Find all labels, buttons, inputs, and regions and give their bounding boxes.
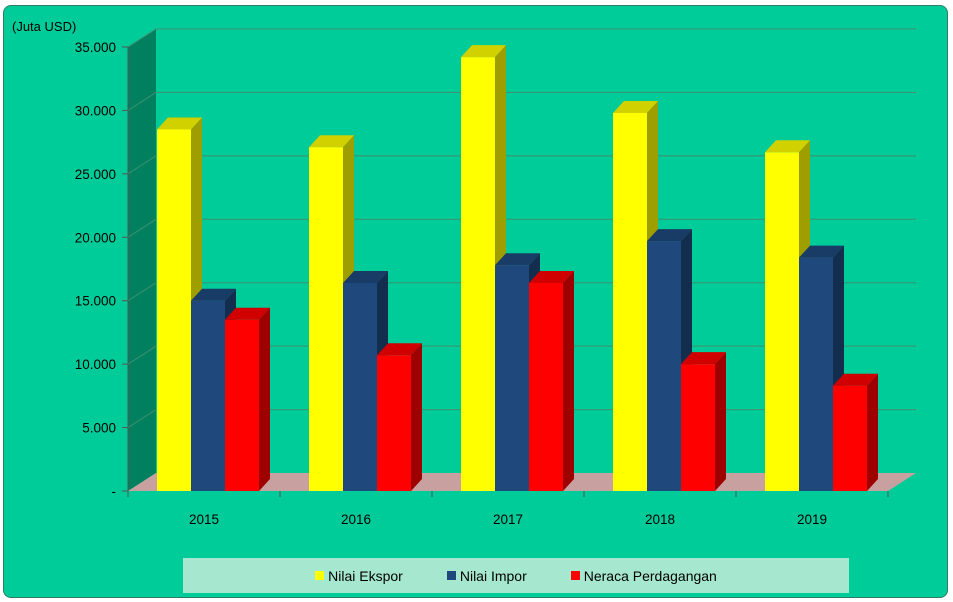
bar-front (765, 152, 799, 491)
bar-front (461, 57, 495, 492)
y-tick-label: 30.000 (75, 103, 116, 118)
bar-top (157, 117, 202, 130)
legend: Nilai Ekspor Nilai Impor Neraca Perdaganga… (183, 558, 849, 593)
gridline (127, 28, 916, 48)
bar-front (647, 241, 681, 491)
bar-front (799, 257, 833, 491)
bar-top (191, 288, 236, 301)
legend-item: Nilai Ekspor (315, 568, 403, 584)
bar-top (833, 373, 878, 386)
bar-front (157, 129, 191, 491)
bar-front (343, 282, 377, 491)
bar (529, 270, 574, 491)
bar-top (343, 270, 388, 283)
bar (833, 373, 878, 491)
bar-top (225, 307, 270, 320)
bar-side (259, 307, 270, 491)
gridline (127, 155, 916, 175)
bar-top (529, 270, 574, 283)
legend-item: Nilai Impor (446, 567, 527, 584)
y-unit-label: (Juta USD) (12, 19, 76, 34)
bar-front (681, 364, 715, 491)
bar-top (799, 245, 844, 258)
bar-front (309, 147, 343, 491)
bar-top (681, 352, 726, 365)
bar-front (833, 385, 867, 491)
bar-front (495, 265, 529, 491)
bar-top (309, 135, 354, 148)
bar-front (225, 319, 259, 491)
legend-swatch (446, 571, 456, 580)
bar-top (377, 343, 422, 356)
y-tick-label: 10.000 (75, 357, 116, 372)
legend-label: Neraca Perdagangan (583, 567, 717, 584)
bar-front (377, 355, 411, 491)
y-tick-label: 20.000 (75, 230, 116, 245)
legend-swatch (315, 571, 325, 580)
bar-top (647, 229, 692, 242)
legend-label: Nilai Impor (459, 567, 527, 584)
x-tick-label: 2019 (797, 512, 827, 527)
bar-front (191, 300, 225, 491)
bar-front (613, 112, 647, 492)
x-tick-label: 2015 (189, 512, 219, 527)
bar (225, 307, 270, 491)
bar-front (529, 282, 563, 491)
y-tick-label: 5.000 (82, 421, 116, 436)
bar-side (563, 270, 574, 491)
y-tick-label: - (112, 484, 117, 499)
bar-top (765, 140, 810, 153)
y-tick-label: 35.000 (75, 40, 116, 55)
bar-side (867, 373, 878, 491)
gridline (127, 218, 916, 238)
legend-label: Nilai Ekspor (328, 567, 403, 584)
bar (377, 343, 422, 491)
side-wall (128, 29, 156, 491)
bar-top (461, 45, 506, 58)
y-tick-label: 25.000 (75, 167, 116, 182)
bar-top (613, 100, 658, 113)
x-tick-label: 2018 (645, 512, 675, 527)
gridline (127, 91, 916, 111)
bar-side (411, 343, 422, 491)
legend-swatch (570, 571, 580, 580)
bar-top (495, 253, 540, 266)
x-tick-label: 2017 (493, 512, 523, 527)
bar (681, 352, 726, 491)
legend-item: Neraca Perdagangan (570, 567, 717, 584)
bar-side (715, 352, 726, 491)
x-tick-label: 2016 (341, 512, 371, 527)
y-tick-label: 15.000 (75, 294, 116, 309)
